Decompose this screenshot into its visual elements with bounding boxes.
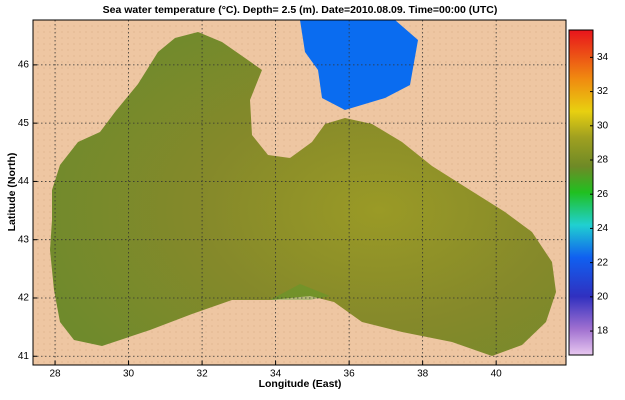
colorbar-tick-label: 20 bbox=[597, 291, 609, 302]
y-tick-label: 45 bbox=[18, 118, 30, 129]
y-tick-label: 43 bbox=[18, 234, 30, 245]
sea-water bbox=[50, 32, 556, 356]
colorbar-tick-label: 28 bbox=[597, 155, 609, 166]
y-tick-label: 42 bbox=[18, 293, 30, 304]
y-tick-label: 41 bbox=[18, 351, 30, 362]
map-frame bbox=[32, 19, 567, 366]
x-tick-label: 38 bbox=[417, 369, 429, 380]
colorbar-tick-label: 26 bbox=[597, 189, 609, 200]
colorbar-tick-label: 30 bbox=[597, 120, 609, 131]
x-axis-label: Longitude (East) bbox=[259, 378, 342, 390]
x-tick-label: 32 bbox=[197, 369, 209, 380]
x-tick-label: 28 bbox=[49, 369, 61, 380]
colorbar bbox=[568, 29, 594, 356]
y-tick-label: 46 bbox=[18, 60, 30, 71]
y-axis-label: Latitude (North) bbox=[6, 153, 18, 232]
map-area bbox=[32, 19, 567, 366]
map-title: Sea water temperature (°C). Depth= 2.5 (… bbox=[103, 4, 498, 16]
x-tick-label: 30 bbox=[123, 369, 135, 380]
green-shelf bbox=[270, 284, 330, 300]
x-tick-label: 40 bbox=[491, 369, 503, 380]
colorbar-tick-label: 22 bbox=[597, 257, 609, 268]
colorbar-tick-label: 18 bbox=[597, 326, 609, 337]
x-tick-label: 36 bbox=[344, 369, 356, 380]
colorbar-tick-label: 24 bbox=[597, 223, 609, 234]
y-tick-label: 44 bbox=[18, 176, 30, 187]
azov-sea bbox=[300, 20, 418, 110]
x-tick-label: 34 bbox=[270, 369, 282, 380]
colorbar-tick-label: 34 bbox=[597, 52, 609, 63]
colorbar-tick-label: 32 bbox=[597, 86, 609, 97]
